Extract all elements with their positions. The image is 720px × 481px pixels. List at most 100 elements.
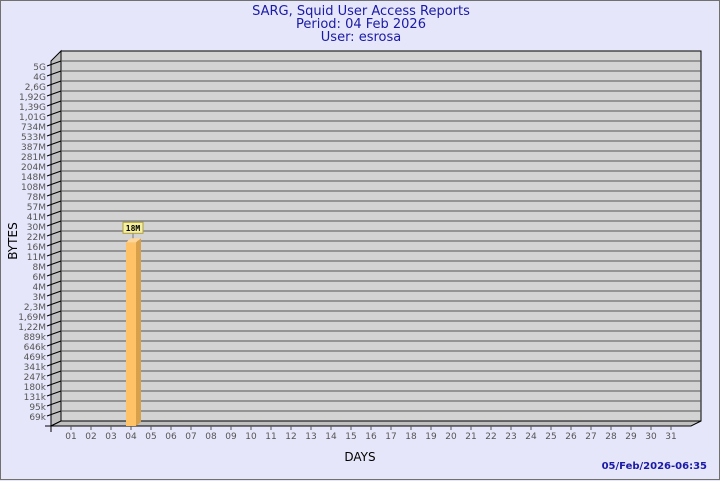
- x-tick-label: 04: [125, 432, 137, 442]
- y-tick: [46, 130, 62, 137]
- x-tick-label: 20: [445, 432, 457, 442]
- y-tick-label: 22M: [27, 233, 46, 243]
- x-tick-label: 12: [285, 432, 296, 442]
- y-tick: [46, 300, 62, 307]
- y-tick-label: 6M: [33, 273, 47, 283]
- y-tick: [46, 100, 62, 107]
- y-tick-label: 78M: [27, 193, 46, 203]
- x-tick-label: 13: [305, 432, 316, 442]
- y-tick: [46, 360, 62, 367]
- y-tick-label: 3M: [33, 293, 47, 303]
- y-tick: [46, 140, 62, 147]
- y-tick-label: 4M: [33, 283, 47, 293]
- y-tick-label: 204M: [21, 163, 46, 173]
- y-tick: [46, 220, 62, 227]
- y-tick: [46, 280, 62, 287]
- y-tick: [46, 120, 62, 127]
- x-tick-label: 25: [545, 432, 556, 442]
- y-tick: [46, 340, 62, 347]
- y-tick: [46, 320, 62, 327]
- y-tick-label: 5G: [33, 63, 46, 73]
- y-tick-label: 30M: [27, 223, 46, 233]
- y-tick-label: 1,22M: [18, 323, 46, 333]
- data-label-box: [122, 221, 144, 234]
- x-tick-label: 18: [405, 432, 417, 442]
- x-tick-label: 07: [185, 432, 196, 442]
- y-tick-label: 57M: [27, 203, 46, 213]
- plot-floor: [50, 420, 702, 427]
- y-tick: [46, 400, 62, 407]
- y-tick: [46, 240, 62, 247]
- y-tick: [46, 70, 62, 77]
- y-tick-label: 95k: [29, 403, 46, 413]
- x-tick-label: 27: [585, 432, 596, 442]
- x-tick-label: 24: [525, 432, 537, 442]
- y-tick: [46, 230, 62, 237]
- y-tick-label: 1,39G: [19, 103, 46, 113]
- y-tick-label: 889k: [24, 333, 47, 343]
- x-axis-title: DAYS: [344, 450, 375, 464]
- y-tick: [46, 210, 62, 217]
- y-tick: [46, 380, 62, 387]
- y-tick: [46, 310, 62, 317]
- y-tick-label: 131k: [24, 393, 47, 403]
- y-tick-label: 2,3M: [24, 303, 46, 313]
- y-tick-label: 108M: [21, 183, 46, 193]
- y-tick-label: 646k: [24, 343, 47, 353]
- bar-top: [126, 238, 141, 243]
- chart-subtitle-period: Period: 04 Feb 2026: [296, 17, 426, 32]
- x-tick-label: 26: [565, 432, 577, 442]
- x-tick-label: 03: [105, 432, 116, 442]
- bar-side: [136, 238, 141, 426]
- y-tick: [46, 370, 62, 377]
- x-tick-label: 21: [465, 432, 476, 442]
- y-tick-label: 11M: [27, 253, 46, 263]
- x-tick-label: 16: [365, 432, 377, 442]
- x-tick-label: 01: [65, 432, 76, 442]
- y-tick: [46, 270, 62, 277]
- y-tick: [46, 390, 62, 397]
- bar: [126, 242, 136, 426]
- plot-back-wall: [60, 50, 702, 422]
- y-tick: [46, 290, 62, 297]
- y-tick: [46, 350, 62, 357]
- y-tick: [46, 110, 62, 117]
- x-tick-label: 10: [245, 432, 257, 442]
- y-tick-label: 387M: [21, 143, 46, 153]
- y-tick-label: 148M: [21, 173, 46, 183]
- y-tick-label: 1,01G: [19, 113, 46, 123]
- y-tick-label: 2,6G: [25, 83, 46, 93]
- x-tick-label: 14: [325, 432, 337, 442]
- x-tick-label: 29: [625, 432, 637, 442]
- x-tick-label: 09: [225, 432, 237, 442]
- y-tick-label: 1,92G: [19, 93, 46, 103]
- x-tick-label: 22: [485, 432, 496, 442]
- y-tick: [46, 80, 62, 87]
- x-tick-label: 02: [85, 432, 96, 442]
- x-tick-label: 23: [505, 432, 516, 442]
- y-tick-label: 281M: [21, 153, 46, 163]
- x-tick-label: 15: [345, 432, 356, 442]
- y-tick: [46, 250, 62, 257]
- plot-side-wall: [50, 49, 62, 427]
- y-tick-label: 247k: [24, 373, 47, 383]
- y-tick-label: 341k: [24, 363, 47, 373]
- y-tick: [46, 60, 62, 67]
- x-tick-label: 11: [265, 432, 276, 442]
- y-tick: [46, 150, 62, 157]
- y-tick-label: 180k: [24, 383, 47, 393]
- y-tick: [46, 260, 62, 267]
- y-tick-label: 41M: [27, 213, 46, 223]
- timestamp: 05/Feb/2026-06:35: [601, 461, 707, 472]
- y-tick: [46, 200, 62, 207]
- y-tick-label: 533M: [21, 133, 46, 143]
- y-tick-label: 16M: [27, 243, 46, 253]
- x-tick-label: 19: [425, 432, 437, 442]
- x-tick-label: 08: [205, 432, 217, 442]
- chart-title: SARG, Squid User Access Reports: [252, 4, 470, 19]
- x-tick-label: 28: [605, 432, 617, 442]
- y-tick: [46, 410, 62, 417]
- y-tick-label: 734M: [21, 123, 46, 133]
